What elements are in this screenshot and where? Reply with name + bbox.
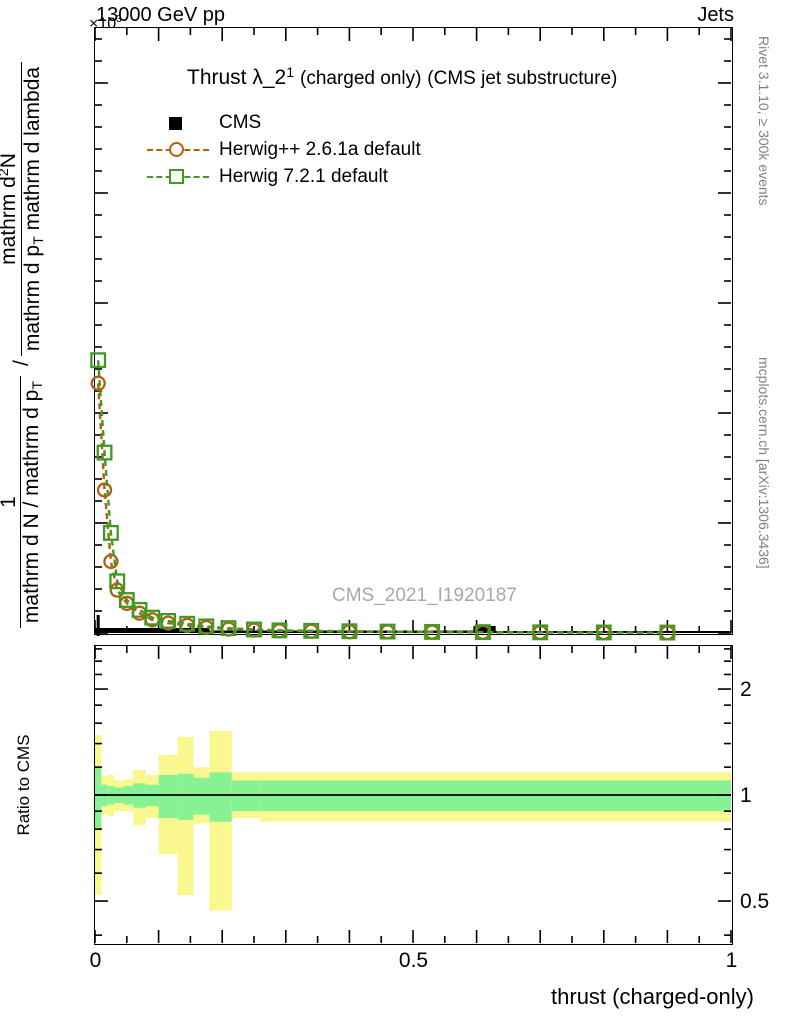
- rivet-version-note: Rivet 3.1.10, ≥ 300k events: [756, 36, 772, 206]
- legend-label-cms: CMS: [219, 111, 262, 133]
- legend-label-herwigpp: Herwig++ 2.6.1a default: [219, 138, 421, 160]
- x-tick-label: 0: [89, 949, 102, 972]
- legend-item-herwig7[interactable]: Herwig 7.2.1 default: [147, 163, 421, 190]
- x-tick-label: 0.5: [398, 949, 429, 972]
- cms-marker-icon: [147, 112, 209, 134]
- ratio-plot-canvas: [94, 646, 732, 943]
- main-plot-canvas: [90, 28, 732, 641]
- legend-label-herwig7: Herwig 7.2.1 default: [219, 165, 388, 187]
- ratio-y-tick-label-right: 0.5: [740, 889, 770, 913]
- analysis-category-label: Jets: [697, 4, 734, 26]
- ratio-y-axis-label: Ratio to CMS: [14, 734, 33, 836]
- herwigpp-marker-icon: [147, 139, 209, 161]
- main-plot-panel: Thrust λ_21 (charged only) (CMS jet subs…: [90, 27, 733, 641]
- legend-item-herwigpp[interactable]: Herwig++ 2.6.1a default: [147, 136, 421, 163]
- beam-energy-label: 13000 GeV pp: [96, 4, 225, 26]
- ratio-y-tick-label-right: 1: [740, 783, 752, 807]
- ratio-plot-panel: [94, 645, 733, 945]
- ratio-y-tick-label-right: 2: [740, 677, 752, 701]
- mcplots-source-note: mcplots.cern.ch [arXiv:1306.3436]: [756, 357, 772, 569]
- plot-title: Thrust λ_21 (charged only) (CMS jet subs…: [187, 65, 618, 90]
- x-axis-label: thrust (charged-only): [551, 984, 754, 1009]
- herwig7-marker-icon: [147, 166, 209, 188]
- legend: CMS Herwig++ 2.6.1a default Herwig 7.2.1…: [147, 109, 421, 190]
- legend-item-cms[interactable]: CMS: [147, 109, 421, 136]
- y-axis-label: 1 mathrm d N / mathrm d pT / mathrm d2N …: [0, 38, 52, 658]
- x-tick-label: 1: [725, 949, 738, 972]
- analysis-id-watermark: CMS_2021_I1920187: [332, 585, 517, 606]
